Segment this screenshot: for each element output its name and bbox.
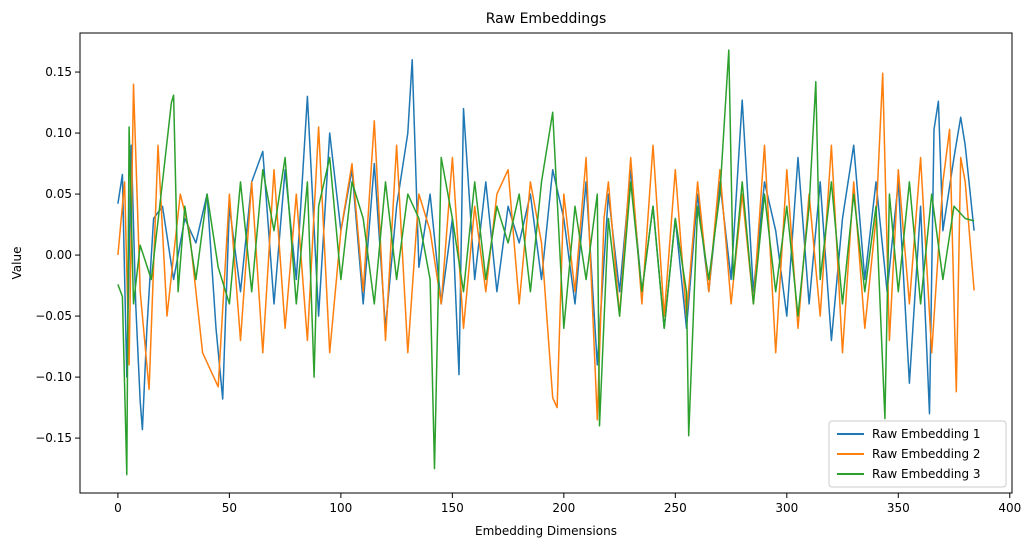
legend: Raw Embedding 1 Raw Embedding 2 Raw Embedd… [828,420,1007,488]
y-tick-label: 0.00 [45,248,72,262]
plot-area [117,49,975,476]
series-line-1 [117,59,975,431]
y-tick-label: −0.05 [35,309,72,323]
x-tick-label: 150 [441,501,464,515]
legend-label-1: Raw Embedding 1 [872,427,981,441]
x-tick-label: 0 [114,501,122,515]
chart-title: Raw Embeddings [486,11,607,27]
x-tick-label: 200 [552,501,575,515]
y-tick-label: 0.10 [45,126,72,140]
x-tick-label: 350 [887,501,910,515]
legend-label-3: Raw Embedding 3 [872,467,981,481]
y-axis: −0.15 −0.10 −0.05 0.00 0.05 0.10 0.15 [35,65,80,445]
series-line-3 [117,49,975,476]
x-axis-label: Embedding Dimensions [475,524,617,538]
legend-box [828,420,1007,488]
axes-frame [79,32,1013,494]
series-line-2 [117,72,975,421]
x-tick-label: 300 [775,501,798,515]
y-tick-label: 0.15 [45,65,72,79]
x-tick-label: 50 [222,501,237,515]
y-tick-label: −0.10 [35,370,72,384]
x-tick-label: 100 [329,501,352,515]
y-tick-label: −0.15 [35,431,72,445]
x-axis: 0 50 100 150 200 250 300 350 400 [114,493,1021,515]
legend-label-2: Raw Embedding 2 [872,447,981,461]
x-tick-label: 400 [998,501,1021,515]
y-axis-label: Value [10,247,24,280]
x-tick-label: 250 [664,501,687,515]
y-tick-label: 0.05 [45,187,72,201]
